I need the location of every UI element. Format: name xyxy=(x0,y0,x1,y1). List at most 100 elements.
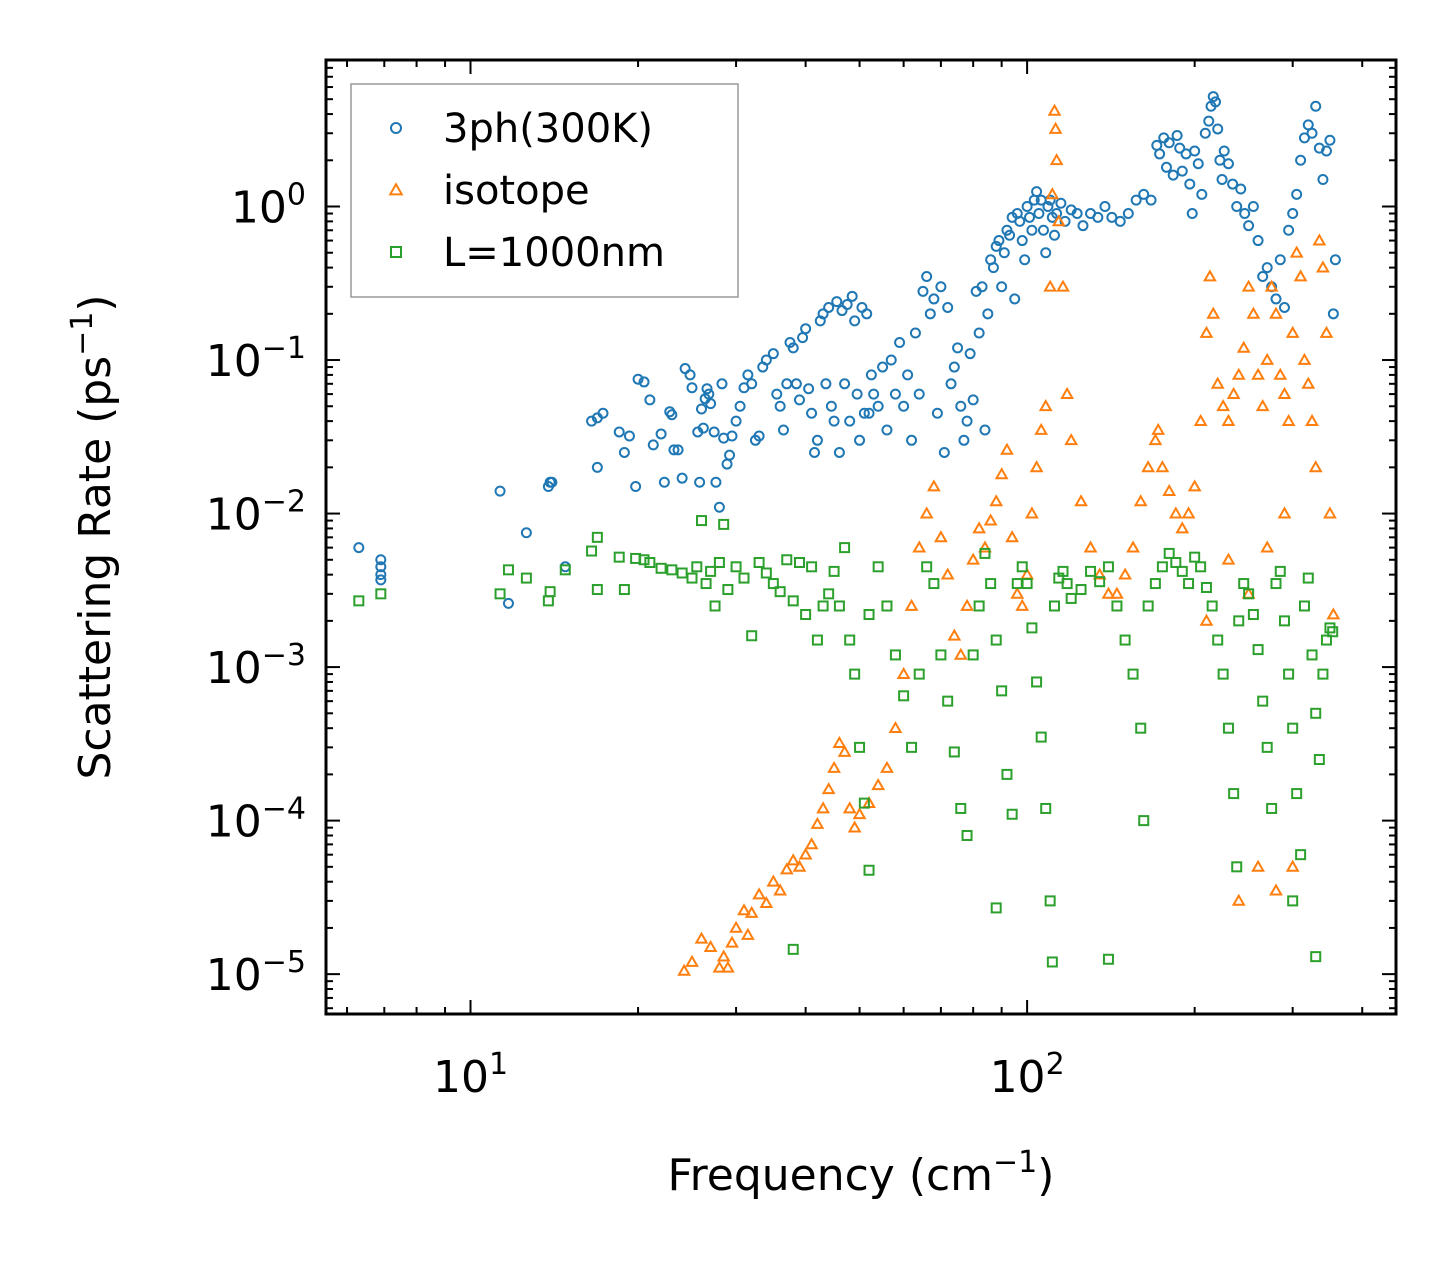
data-point xyxy=(1040,802,1052,814)
data-point xyxy=(1264,279,1279,292)
data-point xyxy=(921,561,933,573)
data-point xyxy=(823,301,835,313)
data-point xyxy=(828,565,840,577)
data-point xyxy=(1305,413,1319,427)
data-point xyxy=(881,424,893,436)
data-point xyxy=(1298,600,1310,612)
data-point xyxy=(787,943,799,955)
data-point xyxy=(712,960,727,973)
data-point xyxy=(919,506,934,519)
data-point xyxy=(967,394,979,406)
data-point xyxy=(1269,883,1283,896)
data-point xyxy=(774,400,786,412)
data-point xyxy=(793,394,805,406)
data-point xyxy=(1243,220,1255,232)
data-point xyxy=(1216,399,1231,412)
data-point xyxy=(823,588,835,600)
data-point xyxy=(644,556,656,568)
data-point xyxy=(871,778,886,791)
data-point xyxy=(705,398,717,410)
data-point xyxy=(644,394,656,406)
data-point xyxy=(1323,506,1337,519)
data-point xyxy=(1168,506,1183,519)
data-point xyxy=(724,449,736,461)
tick-label-layer: 101 102 100 10−1 10−2 10−3 10−4 10−5 xyxy=(206,178,1065,1103)
x-tick-label: 101 xyxy=(433,1047,508,1103)
data-point xyxy=(787,595,799,607)
data-point xyxy=(494,588,506,600)
data-point xyxy=(1298,132,1310,144)
data-point xyxy=(979,424,991,436)
data-point xyxy=(1024,506,1039,519)
data-point xyxy=(998,247,1010,259)
data-point xyxy=(928,293,940,305)
data-point xyxy=(1196,188,1208,200)
data-point xyxy=(1016,561,1028,573)
data-point xyxy=(1269,306,1283,319)
data-point xyxy=(912,540,927,553)
y-tick-label: 100 xyxy=(231,178,306,234)
data-point xyxy=(1138,188,1150,200)
data-point xyxy=(1043,279,1058,292)
data-point xyxy=(713,501,725,513)
data-point xyxy=(1319,325,1334,338)
data-point xyxy=(933,530,948,543)
data-point xyxy=(955,400,967,412)
data-point xyxy=(695,403,707,415)
data-point xyxy=(841,298,853,310)
data-point xyxy=(872,400,884,412)
data-point xyxy=(1326,607,1341,620)
data-point xyxy=(1239,208,1251,220)
data-point xyxy=(917,285,929,297)
data-point xyxy=(1044,194,1056,206)
data-point xyxy=(586,545,598,557)
data-point xyxy=(894,337,906,349)
data-point xyxy=(1138,815,1150,827)
data-point xyxy=(1045,187,1060,200)
legend-marker xyxy=(390,122,402,134)
data-point xyxy=(972,521,987,534)
data-point xyxy=(1049,229,1061,241)
data-point xyxy=(1119,634,1131,646)
data-point xyxy=(1221,552,1236,565)
legend-item: 3ph(300K) xyxy=(390,106,653,152)
data-point xyxy=(686,572,698,584)
data-point xyxy=(1222,158,1234,170)
data-point xyxy=(716,378,728,390)
data-point xyxy=(1102,561,1114,573)
data-point xyxy=(734,400,746,412)
y-tick-label: 10−4 xyxy=(206,792,306,848)
data-point xyxy=(1142,600,1154,612)
data-point xyxy=(913,388,925,400)
data-point xyxy=(924,308,936,320)
data-point xyxy=(1306,649,1318,661)
data-point xyxy=(1055,197,1067,209)
data-point xyxy=(1001,768,1013,780)
data-point xyxy=(691,561,703,573)
data-point xyxy=(760,354,772,366)
data-point xyxy=(1154,148,1166,160)
data-point xyxy=(961,415,973,427)
data-point xyxy=(1181,506,1196,519)
data-point xyxy=(1189,145,1201,157)
data-point xyxy=(694,476,706,488)
data-point xyxy=(1075,584,1087,596)
data-point xyxy=(709,600,721,612)
data-point xyxy=(720,960,735,973)
data-point xyxy=(1145,194,1157,206)
data-point xyxy=(1270,293,1282,305)
data-point xyxy=(708,426,720,438)
data-point xyxy=(798,847,813,860)
data-point xyxy=(752,887,767,900)
data-point xyxy=(779,862,794,875)
data-point xyxy=(375,574,387,586)
series-layer xyxy=(353,91,1341,976)
data-point xyxy=(1283,668,1295,680)
data-point xyxy=(1278,615,1290,627)
data-point xyxy=(1016,235,1028,247)
data-point xyxy=(597,407,609,419)
data-point xyxy=(658,476,670,488)
data-point xyxy=(800,323,812,335)
data-point xyxy=(1231,201,1243,213)
data-point xyxy=(1235,183,1247,195)
